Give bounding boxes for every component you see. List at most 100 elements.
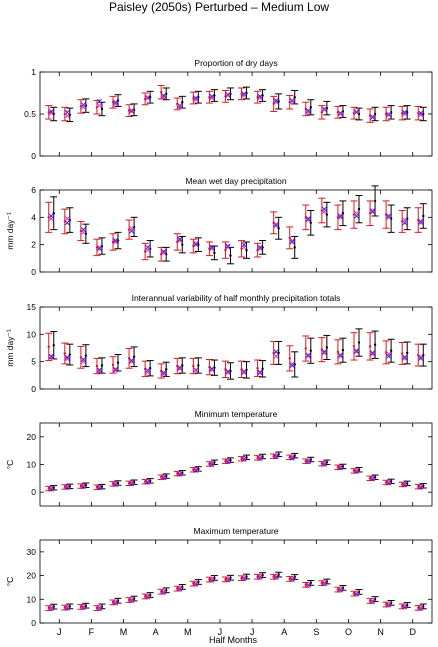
cross-marker — [112, 367, 119, 373]
month-label: A — [281, 627, 287, 637]
data-point — [160, 476, 163, 479]
data-point — [400, 352, 404, 355]
cross-marker — [353, 591, 360, 597]
data-point — [111, 482, 115, 486]
data-point — [373, 343, 377, 346]
data-point — [47, 487, 50, 490]
cross-marker — [241, 575, 247, 581]
cross-marker — [321, 461, 327, 467]
data-point — [309, 349, 312, 352]
cross-marker — [386, 351, 392, 357]
data-point — [384, 603, 388, 606]
y-tick-label: 0 — [31, 384, 36, 394]
cross-marker — [386, 480, 392, 486]
data-point — [63, 352, 67, 355]
cross-marker — [305, 458, 311, 464]
cross-marker — [353, 349, 360, 355]
data-point — [272, 455, 275, 458]
chart-panels: Proportion of dry days 0 0.5 1 Mean wet day … — [5, 58, 433, 637]
cross-marker — [273, 349, 279, 355]
cross-marker — [337, 464, 343, 470]
data-point — [256, 367, 259, 370]
cross-marker — [96, 103, 102, 109]
panel-title: Mean wet day precipitation — [185, 176, 286, 186]
cross-marker — [257, 369, 263, 375]
cross-marker — [418, 110, 424, 116]
panel-title: Minimum temperature — [195, 409, 278, 419]
cross-marker — [48, 485, 54, 491]
cross-marker — [289, 454, 295, 460]
cross-marker — [289, 239, 295, 245]
data-point — [160, 590, 163, 593]
cross-marker — [48, 110, 54, 116]
y-tick-label: 6 — [31, 185, 36, 195]
data-point — [368, 599, 372, 603]
data-point — [143, 595, 147, 598]
cross-marker — [305, 459, 311, 465]
cross-marker — [321, 106, 327, 112]
cross-marker — [96, 367, 102, 373]
cross-marker — [402, 482, 408, 488]
data-point — [389, 349, 393, 352]
cross-marker — [145, 94, 151, 100]
cross-marker — [241, 368, 247, 375]
cross-marker — [337, 214, 343, 220]
cross-marker — [96, 98, 102, 104]
month-label: J — [250, 627, 255, 637]
cross-marker — [418, 605, 424, 611]
cross-marker — [273, 98, 279, 104]
data-point — [336, 588, 340, 591]
data-point — [357, 341, 361, 344]
data-point — [143, 480, 147, 483]
cross-marker — [402, 355, 408, 361]
cross-marker — [289, 576, 295, 582]
cross-marker — [161, 93, 167, 99]
cross-marker — [353, 348, 360, 354]
cross-marker — [402, 111, 408, 117]
cross-marker — [225, 93, 231, 99]
y-tick-label: 0 — [31, 267, 36, 277]
cross-marker — [112, 101, 119, 107]
cross-marker — [370, 114, 376, 120]
cross-marker — [370, 475, 376, 481]
cross-marker — [48, 108, 54, 114]
cross-marker — [48, 353, 54, 359]
cross-marker — [418, 605, 424, 611]
cross-marker — [48, 606, 54, 612]
cross-marker — [96, 605, 102, 611]
cross-marker — [257, 574, 263, 580]
cross-marker — [193, 95, 199, 101]
cross-marker — [370, 598, 376, 604]
cross-marker — [145, 593, 151, 599]
cross-marker — [225, 243, 231, 249]
cross-marker — [225, 244, 231, 250]
cross-marker — [112, 600, 119, 606]
x-axis-label: Half Months — [209, 635, 258, 645]
cross-marker — [418, 354, 424, 360]
cross-marker — [305, 109, 311, 115]
cross-marker — [145, 247, 151, 253]
panel-1: Proportion of dry days 0 0.5 1 — [24, 58, 433, 161]
y-tick-label: 4 — [31, 212, 36, 222]
cross-marker — [112, 238, 119, 244]
data-point — [400, 605, 404, 608]
data-point — [192, 364, 195, 368]
cross-marker — [209, 95, 215, 101]
cross-marker — [225, 370, 231, 376]
cross-marker — [209, 577, 215, 583]
data-point — [325, 346, 329, 349]
cross-marker — [321, 107, 327, 113]
data-point — [320, 581, 324, 585]
cross-marker — [48, 605, 54, 611]
cross-marker — [161, 588, 167, 594]
cross-marker — [370, 114, 376, 120]
data-point — [417, 606, 420, 610]
cross-marker — [305, 216, 311, 222]
data-point — [293, 246, 296, 249]
cross-marker — [370, 209, 376, 215]
cross-marker — [96, 484, 102, 490]
cross-marker — [353, 468, 360, 474]
cross-marker — [209, 461, 215, 468]
data-point — [111, 363, 115, 367]
data-point — [368, 477, 372, 480]
